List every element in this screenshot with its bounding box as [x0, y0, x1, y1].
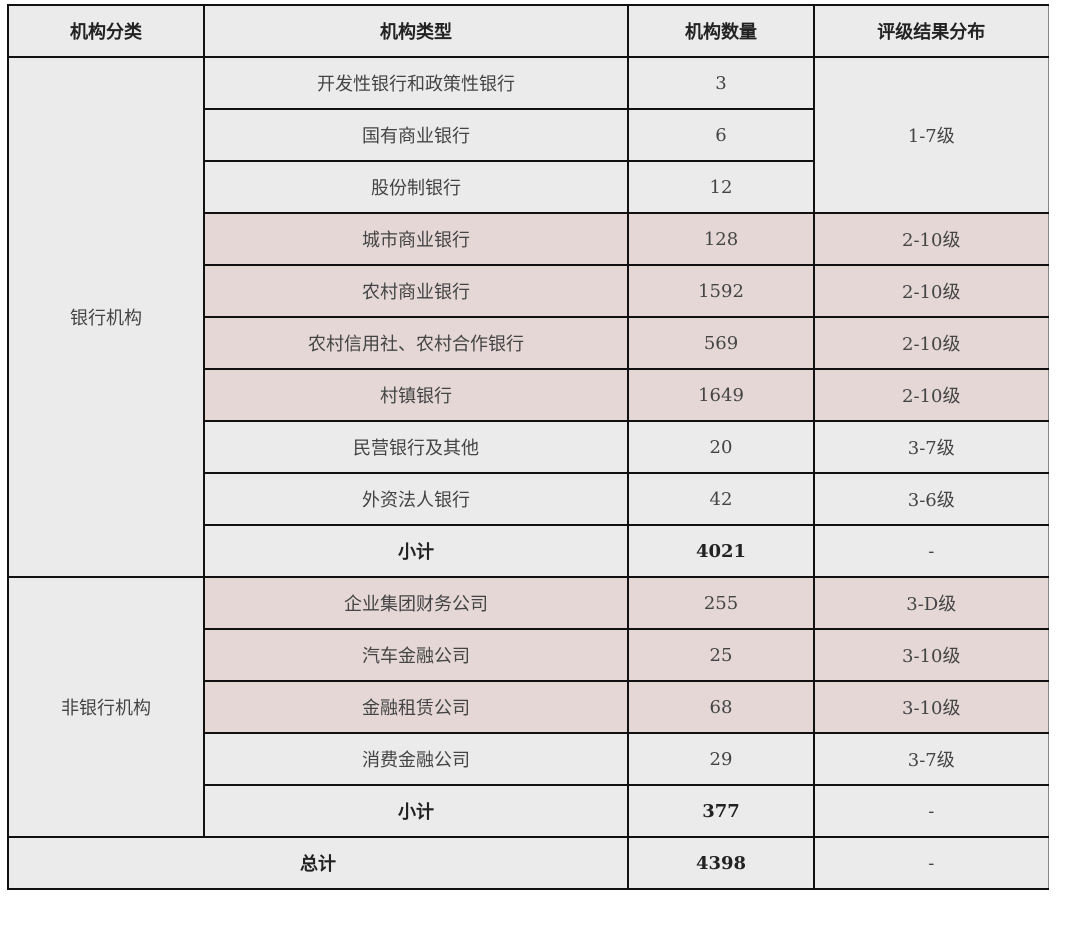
table-row: 股份制银行 12: [8, 160, 1048, 214]
rating-cell: 2-10级: [813, 368, 1049, 422]
count-cell: 20: [627, 420, 815, 474]
table-row: 金融租赁公司 68 3-10级: [8, 680, 1049, 734]
rating-cell: 3-7级: [813, 420, 1049, 474]
count-cell: 128: [627, 212, 815, 266]
total-rating: -: [813, 836, 1049, 890]
type-cell: 农村商业银行: [203, 264, 629, 318]
table-row: 村镇银行 1649 2-10级: [8, 368, 1049, 422]
table-row: 农村商业银行 1592 2-10级: [8, 264, 1049, 318]
count-cell: 29: [627, 732, 815, 786]
type-cell: 外资法人银行: [203, 472, 629, 526]
type-cell: 城市商业银行: [203, 212, 629, 266]
header-category: 机构分类: [7, 4, 205, 58]
count-cell: 569: [627, 316, 815, 370]
category-cell-bank: 银行机构: [7, 56, 205, 578]
rating-cell: -: [813, 784, 1049, 838]
total-label: 总计: [7, 836, 629, 890]
table-row: 外资法人银行 42 3-6级: [8, 472, 1049, 526]
type-cell: 村镇银行: [203, 368, 629, 422]
rating-cell: 3-6级: [813, 472, 1049, 526]
type-cell: 股份制银行: [203, 160, 629, 214]
count-cell: 25: [627, 628, 815, 682]
type-cell: 消费金融公司: [203, 732, 629, 786]
subtotal-label: 小计: [203, 524, 629, 578]
institution-rating-table: 机构分类 机构类型 机构数量 评级结果分布 银行机构 开发性银行和政策性银行 3 1-…: [7, 4, 1049, 890]
rating-cell: 3-D级: [813, 576, 1049, 630]
count-cell: 12: [627, 160, 815, 214]
total-count: 4398: [627, 836, 815, 890]
header-type: 机构类型: [203, 4, 629, 58]
table-row: 非银行机构 企业集团财务公司 255 3-D级: [7, 576, 1049, 838]
table-row: 民营银行及其他 20 3-7级: [8, 420, 1049, 474]
count-cell: 6: [627, 108, 815, 162]
type-cell: 民营银行及其他: [203, 420, 629, 474]
rating-cell: -: [813, 524, 1049, 578]
count-cell: 42: [627, 472, 815, 526]
type-cell: 开发性银行和政策性银行: [203, 56, 629, 110]
rating-cell: 2-10级: [813, 212, 1049, 266]
subtotal-count: 377: [627, 784, 815, 838]
table-row: 汽车金融公司 25 3-10级: [8, 628, 1049, 682]
table-row: 消费金融公司 29 3-7级: [8, 732, 1049, 786]
count-cell: 68: [627, 680, 815, 734]
table-row: 城市商业银行 128 2-10级: [8, 212, 1049, 266]
count-cell: 1649: [627, 368, 815, 422]
header-row: 机构分类 机构类型 机构数量 评级结果分布: [7, 4, 1049, 58]
subtotal-label: 小计: [203, 784, 629, 838]
header-count: 机构数量: [627, 4, 815, 58]
rating-cell: 3-7级: [813, 732, 1049, 786]
table-row: 农村信用社、农村合作银行 569 2-10级: [8, 316, 1049, 370]
type-cell: 金融租赁公司: [203, 680, 629, 734]
rating-cell: 3-10级: [813, 628, 1049, 682]
rating-cell: 1-7级: [813, 56, 1049, 214]
header-rating: 评级结果分布: [813, 4, 1049, 58]
count-cell: 255: [627, 576, 815, 630]
type-cell: 企业集团财务公司: [203, 576, 629, 630]
rating-cell: 3-10级: [813, 680, 1049, 734]
type-cell: 农村信用社、农村合作银行: [203, 316, 629, 370]
type-cell: 国有商业银行: [203, 108, 629, 162]
table-row: 小计 377-: [8, 784, 1049, 838]
type-cell: 汽车金融公司: [203, 628, 629, 682]
count-cell: 1592: [627, 264, 815, 318]
rating-cell: 2-10级: [813, 316, 1049, 370]
total-row: 总计 4398-: [7, 836, 1049, 890]
category-cell-nonbank: 非银行机构: [7, 576, 205, 838]
table-row: 银行机构 开发性银行和政策性银行 3 1-7级: [7, 56, 1049, 578]
rating-cell: 2-10级: [813, 264, 1049, 318]
table-row: 小计 4021-: [8, 524, 1049, 578]
table-row: 国有商业银行 6: [8, 108, 1048, 162]
subtotal-count: 4021: [627, 524, 815, 578]
count-cell: 3: [627, 56, 815, 110]
